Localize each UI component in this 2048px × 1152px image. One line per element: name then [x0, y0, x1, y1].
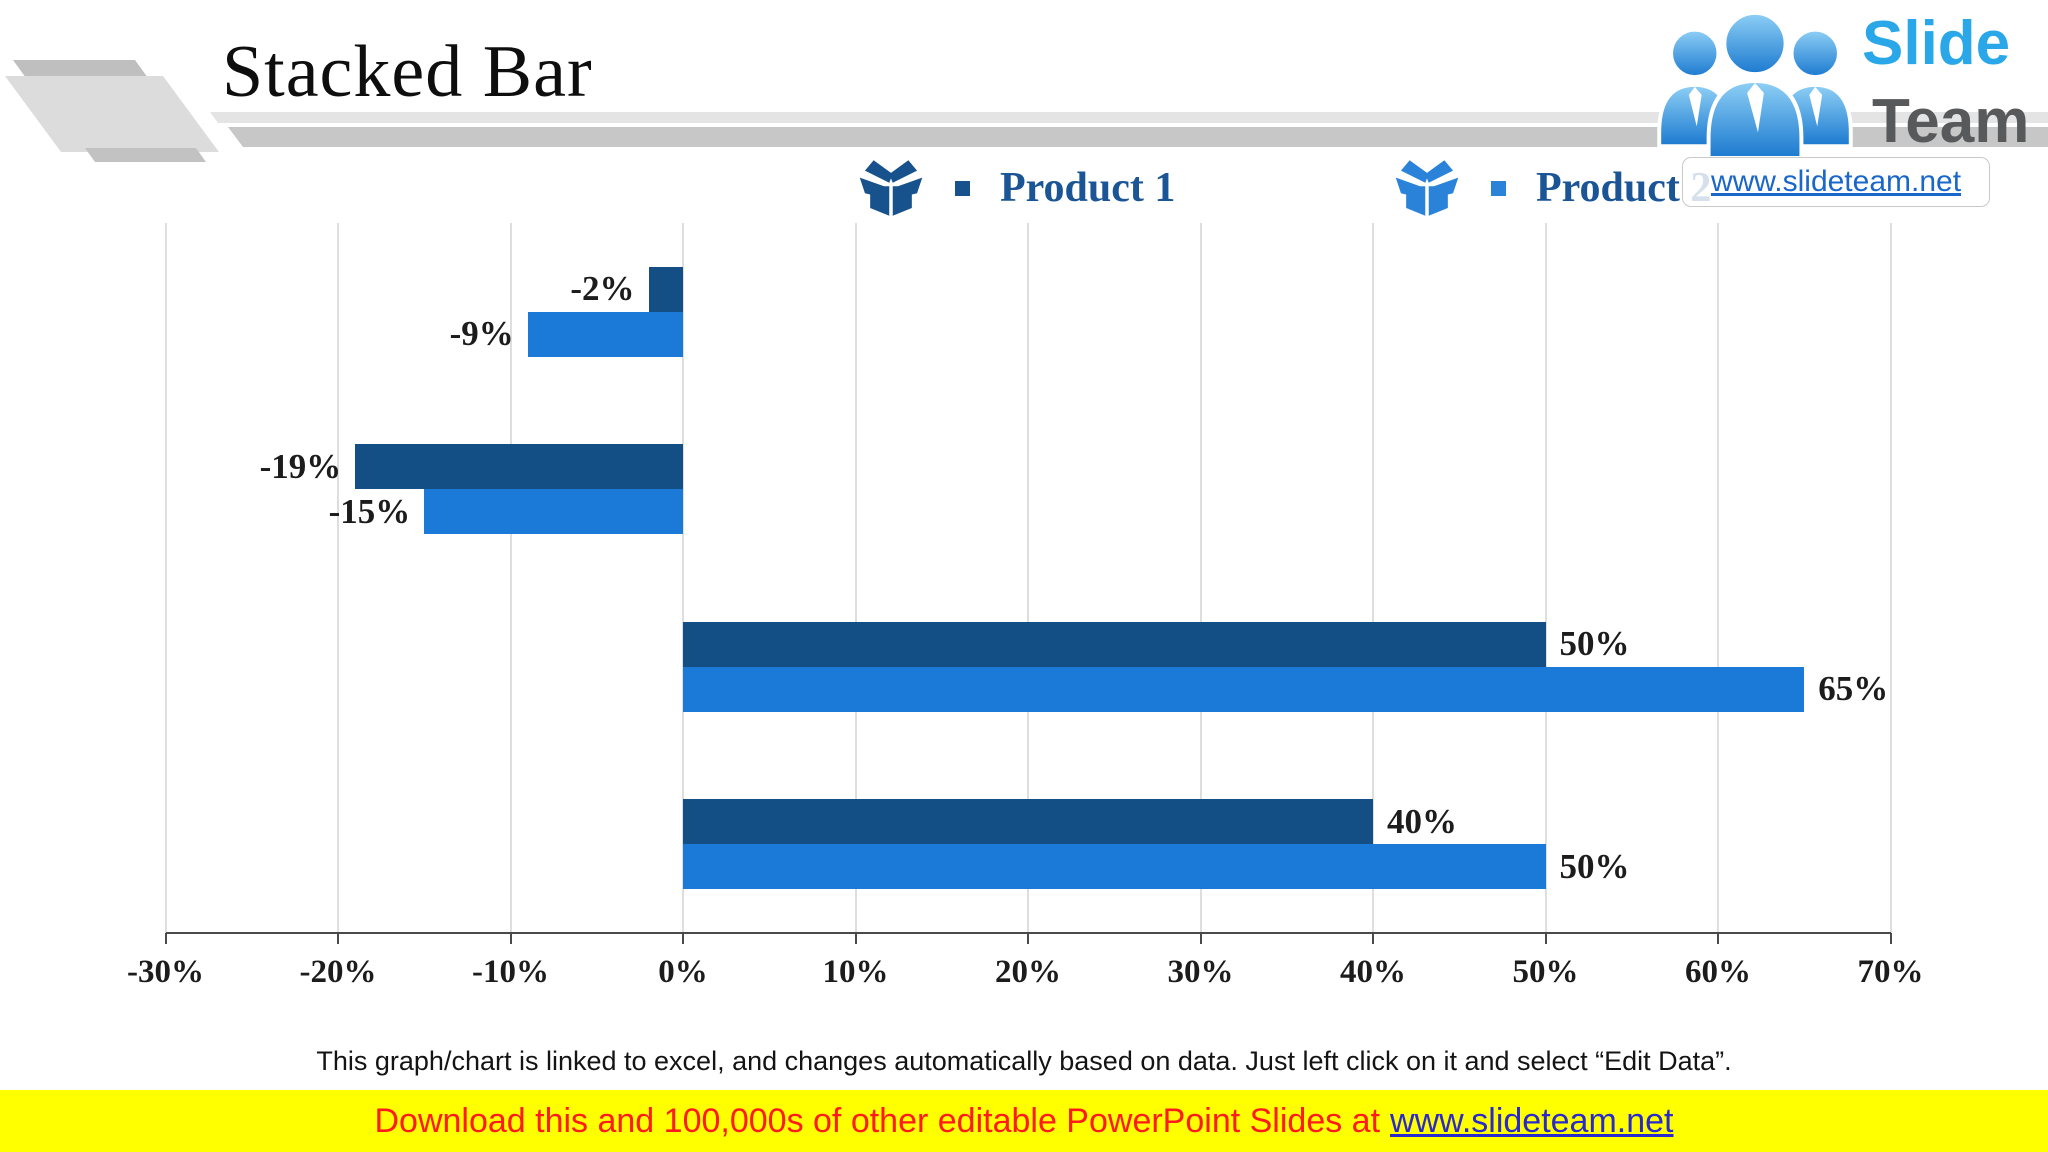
grid-line [854, 223, 857, 933]
legend-item-product-2: Product 2 [1394, 153, 1711, 223]
bar-product-1 [355, 444, 683, 490]
axis-tick-label: 20% [995, 954, 1061, 990]
bar-product-1 [683, 799, 1373, 845]
grid-line [1717, 223, 1719, 933]
footer-note: This graph/chart is linked to excel, and… [316, 1046, 1732, 1076]
grid-line [682, 223, 684, 933]
bar-product-1 [648, 266, 683, 312]
deco-rule-light [210, 112, 2048, 123]
grid-line [1544, 223, 1547, 933]
bar-product-2 [683, 844, 1546, 890]
grid-line [1372, 223, 1374, 933]
bar-value-label: 50% [1559, 846, 1630, 886]
legend-bullet [1491, 180, 1506, 196]
legend-bullet [955, 180, 970, 196]
bar-product-2 [424, 489, 683, 535]
axis-tick-label: -30% [127, 954, 204, 990]
bar-value-label: 50% [1559, 624, 1630, 664]
axis-tick [1889, 933, 1892, 944]
axis-tick-label: 0% [658, 954, 708, 990]
bar-value-label: -9% [449, 314, 514, 354]
download-banner: Download this and 100,000s of other edit… [0, 1090, 2048, 1152]
grid-line [337, 223, 339, 933]
axis-tick [1544, 933, 1547, 944]
bar-product-1 [683, 621, 1546, 667]
bar-product-2 [683, 666, 1805, 712]
axis-tick [682, 933, 684, 944]
axis-tick-label: 10% [822, 954, 889, 990]
axis-tick [1372, 933, 1374, 944]
axis-tick [337, 933, 339, 944]
header-decoration [5, 60, 2048, 162]
people-icon [1657, 10, 1853, 160]
grid-line [164, 223, 167, 933]
deco-rule-dark [228, 127, 2048, 147]
grid-line [1027, 223, 1029, 933]
grid-line [1889, 223, 1892, 933]
legend-label: Product 1 [1000, 165, 1176, 211]
banner-link[interactable]: www.slideteam.net [1390, 1101, 1674, 1140]
axis-tick [1717, 933, 1719, 944]
logo-word-slide: Slide [1862, 9, 2011, 78]
deco-strip-bottom [85, 148, 206, 162]
banner-text: Download this and 100,000s of other edit… [374, 1101, 1381, 1140]
axis-tick [1199, 933, 1202, 944]
axis-tick [509, 933, 512, 944]
bar-value-label: -15% [328, 491, 411, 531]
logo-word-team: Team [1872, 87, 2030, 156]
bar-product-2 [527, 311, 683, 357]
bar-value-label: -2% [570, 269, 635, 309]
bar-value-label: 65% [1818, 669, 1889, 709]
axis-tick-label: 30% [1167, 954, 1234, 990]
open-box-icon [1395, 160, 1459, 216]
page-title: Stacked Bar [222, 31, 593, 113]
axis-tick [1027, 933, 1029, 944]
grid-line [509, 223, 512, 933]
deco-parallelogram [5, 76, 219, 152]
axis-tick-label: 40% [1340, 954, 1406, 990]
plot-area: -30% -20% -10% 0% 10% 20% 30% 40% 50% 60% 70% -2% -1… [127, 223, 1924, 990]
logo-url-link[interactable]: www.slideteam.net [1710, 165, 1962, 198]
logo-url-pill: www.slideteam.net [1682, 157, 1990, 207]
grid-line [1199, 223, 1202, 933]
open-box-icon [859, 160, 923, 216]
axis-tick-label: 50% [1512, 954, 1579, 990]
axis-tick [854, 933, 857, 944]
axis-tick [164, 933, 167, 944]
legend-item-product-1: Product 1 [858, 153, 1175, 223]
axis-tick-label: -10% [472, 954, 549, 990]
axis-tick-label: -20% [299, 954, 377, 990]
x-axis-line [165, 932, 1891, 934]
bar-value-label: 40% [1387, 801, 1457, 841]
deco-strip-top [13, 60, 148, 78]
bar-value-label: -19% [259, 446, 342, 486]
axis-tick-label: 60% [1685, 954, 1751, 990]
axis-tick-label: 70% [1857, 954, 1924, 990]
